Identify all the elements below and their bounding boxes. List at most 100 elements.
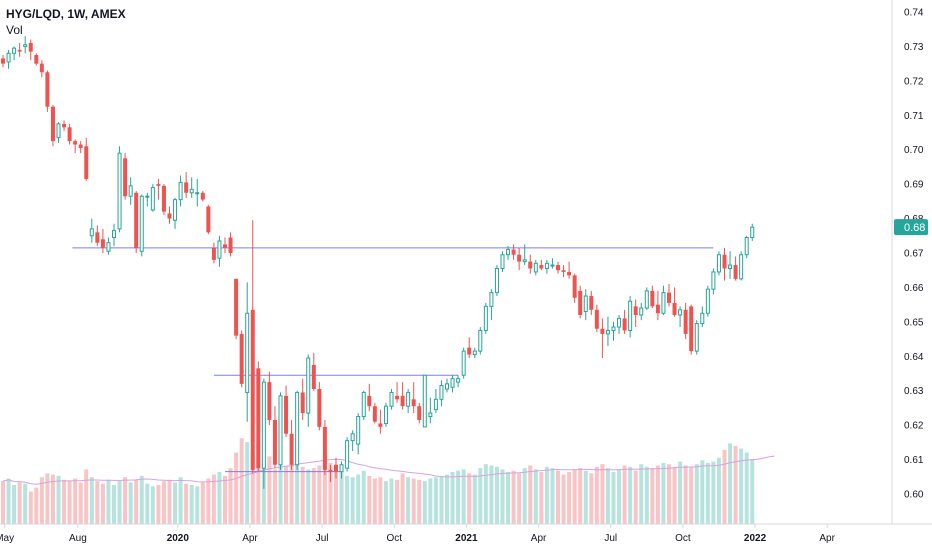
volume-bar: [722, 449, 727, 524]
candle-body: [73, 141, 78, 145]
candle: [339, 461, 344, 479]
candle: [611, 321, 616, 341]
volume-bar: [506, 472, 511, 524]
candle: [306, 354, 311, 427]
candle: [389, 388, 394, 410]
candle: [23, 36, 28, 54]
volume-bar: [667, 464, 671, 524]
volume-bar: [139, 475, 144, 524]
candle-body: [39, 63, 44, 73]
candle-body: [711, 271, 716, 290]
candle-body: [50, 106, 55, 142]
candle: [161, 184, 166, 216]
candle-body: [556, 265, 560, 271]
candle-body: [611, 326, 616, 331]
candle: [228, 232, 233, 257]
volume-moving-average: [2, 455, 775, 485]
volume-bar: [50, 474, 55, 524]
candle: [267, 371, 272, 426]
volume-bar: [694, 464, 699, 524]
legend-symbol: HYG/LQD: [6, 7, 61, 21]
candle: [17, 42, 22, 57]
volume-bar: [456, 470, 461, 524]
volume-bar: [34, 487, 39, 524]
candle: [622, 309, 627, 334]
candle: [572, 273, 577, 303]
volume-bar: [250, 452, 255, 524]
candle-body: [678, 309, 683, 316]
candle-body: [422, 374, 427, 428]
volume-bar: [150, 486, 155, 524]
candle-body: [550, 264, 555, 267]
last-price-badge-label: 0.68: [904, 222, 925, 234]
candle-body: [100, 239, 105, 248]
candle: [12, 46, 17, 61]
volume-bar: [261, 460, 266, 524]
candle-body: [489, 292, 494, 307]
candle-body: [173, 199, 178, 221]
candle-body: [506, 249, 511, 256]
candle: [489, 289, 494, 321]
volume-bar: [367, 475, 372, 524]
volume-bar: [683, 465, 688, 524]
candle: [716, 251, 721, 276]
volume-bar: [128, 482, 133, 524]
candle: [56, 122, 61, 143]
volume-bar: [6, 478, 11, 524]
volume-bar: [628, 466, 633, 524]
candle-body: [178, 181, 183, 201]
candle: [211, 242, 216, 264]
candle-body: [217, 240, 222, 259]
volume-bar: [311, 468, 316, 524]
candle: [456, 375, 461, 388]
volume-bar: [639, 464, 644, 524]
candle-body: [628, 300, 633, 331]
y-tick-label: 0.74: [904, 8, 924, 19]
candle-body: [284, 395, 289, 434]
candle: [667, 283, 671, 307]
candle-body: [733, 265, 738, 279]
x-tick-label: Apr: [531, 533, 547, 544]
candle: [345, 437, 350, 472]
volume-bar: [500, 469, 505, 524]
volume-bar: [716, 457, 721, 524]
candle-body: [517, 254, 522, 262]
candle: [567, 261, 572, 279]
volume-bar: [428, 478, 433, 524]
candle-body: [267, 382, 272, 420]
candle: [472, 347, 477, 359]
candle: [45, 70, 50, 112]
candle: [334, 457, 338, 479]
candle: [200, 191, 205, 202]
candle-body: [361, 391, 366, 418]
volume-bar: [284, 465, 289, 524]
volume-bar: [678, 461, 683, 524]
candle-body: [356, 416, 361, 445]
candle-body: [428, 412, 433, 418]
candle-body: [350, 433, 355, 442]
candle: [167, 206, 172, 224]
candle-body: [261, 381, 266, 469]
candle-body: [134, 192, 139, 248]
candle: [411, 382, 416, 414]
candle-body: [306, 357, 311, 414]
candle: [689, 304, 694, 355]
volume-bar: [100, 483, 105, 524]
candle: [478, 327, 483, 355]
candle: [594, 304, 599, 333]
candle: [150, 184, 155, 212]
candle-body: [694, 323, 699, 352]
candle: [322, 419, 327, 476]
candle: [317, 382, 322, 431]
candle: [195, 178, 200, 207]
candle: [383, 402, 388, 427]
candle-body: [683, 309, 688, 334]
candle-body: [633, 306, 638, 315]
candle-body: [533, 262, 538, 273]
candle-body: [6, 52, 11, 63]
candle-body: [700, 312, 705, 325]
volume-bar: [411, 478, 416, 524]
volume-bar: [655, 465, 660, 524]
candle-body: [23, 44, 28, 47]
